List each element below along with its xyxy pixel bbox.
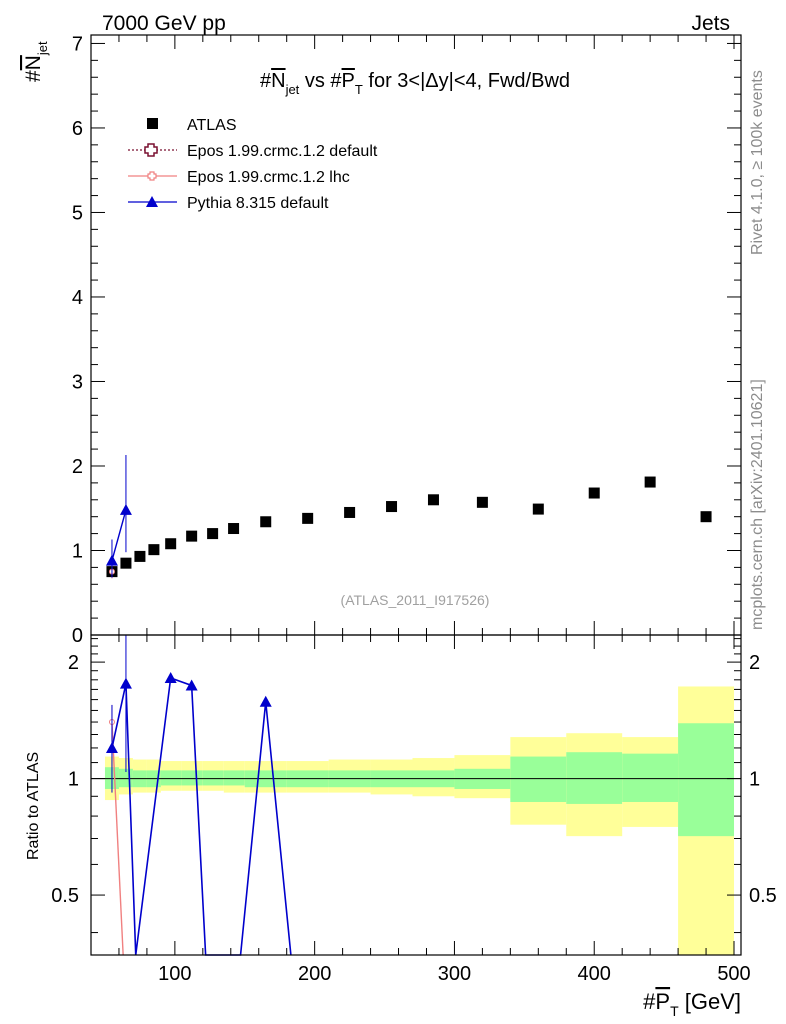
legend-marker-atlas <box>147 118 158 129</box>
ratio-band-inner <box>223 770 245 786</box>
main-title: #Njet vs #PT for 3<|Δy|<4, Fwd/Bwd <box>260 70 570 97</box>
ratio-band-inner <box>678 723 735 837</box>
legend-label-epos-default: Epos 1.99.crmc.1.2 default <box>187 143 378 160</box>
x-tick-label: 300 <box>438 963 471 985</box>
ylabel-n-sub: jet <box>35 41 50 56</box>
main-y-tick-label: 0 <box>72 625 83 647</box>
ratio-y-ticks: 0.5 0.5 1 1 2 2 <box>51 638 777 934</box>
ratio-band-inner <box>202 770 224 786</box>
atlas-point <box>228 523 240 535</box>
title-mid: vs # <box>299 70 342 92</box>
ratio-series <box>105 635 292 956</box>
pythia-point <box>119 503 132 515</box>
legend-marker-pythia <box>146 196 158 207</box>
legend-label-pythia: Pythia 8.315 default <box>187 195 329 212</box>
ratio-y-tick-label-left: 2 <box>68 652 79 674</box>
atlas-point <box>302 512 314 524</box>
pythia-ratio-point <box>105 741 118 753</box>
x-tick-label: 200 <box>298 963 331 985</box>
atlas-point <box>148 544 160 556</box>
main-series <box>105 455 712 579</box>
ratio-y-tick-label-left: 0.5 <box>51 885 79 907</box>
xlabel-post: [GeV] <box>679 989 741 1014</box>
atlas-point <box>165 538 177 550</box>
title-p-sub: T <box>355 82 363 97</box>
title-hash-1: # <box>260 70 272 92</box>
atlas-point <box>134 550 146 562</box>
side-text-bottom: mcplots.cern.ch [arXiv:2401.10621] <box>749 379 766 630</box>
main-y-tick-label: 3 <box>72 371 83 393</box>
main-y-label: #Njet <box>22 41 50 82</box>
atlas-point <box>427 494 439 506</box>
atlas-point <box>386 501 398 513</box>
side-text-top: Rivet 4.1.0, ≥ 100k events <box>749 70 766 255</box>
ratio-band-inner <box>160 770 182 786</box>
main-x-ticks <box>90 35 735 635</box>
ratio-panel: 0.5 0.5 1 1 2 2 100 200 300 400 500 Ratio to ATLA… <box>25 634 777 1019</box>
atlas-point <box>700 511 712 523</box>
title-n: N <box>271 70 285 92</box>
main-y-tick-label: 5 <box>72 202 83 224</box>
ratio-panel-frame <box>90 634 742 956</box>
atlas-point <box>476 496 488 508</box>
main-y-ticks: 0 1 2 3 4 5 6 7 <box>72 33 741 647</box>
ylabel-hash: # <box>22 70 45 82</box>
xlabel-p: P <box>655 989 670 1014</box>
ratio-y-label: Ratio to ATLAS <box>25 752 42 860</box>
x-axis-label: #PT [GeV] <box>643 989 741 1019</box>
main-y-tick-label: 2 <box>72 456 83 478</box>
pythia-main-line <box>111 509 127 561</box>
atlas-point <box>532 503 544 515</box>
ratio-y-tick-label-left: 1 <box>68 769 79 791</box>
legend-marker-epos-lhc <box>147 171 157 181</box>
x-tick-label: 100 <box>158 963 191 985</box>
title-n-sub: jet <box>285 82 300 97</box>
pythia-ratio-point <box>259 695 272 707</box>
watermark: (ATLAS_2011_I917526) <box>341 592 490 608</box>
ratio-band-inner <box>181 770 203 786</box>
x-tick-label: 400 <box>578 963 611 985</box>
ratio-bands <box>104 686 735 955</box>
atlas-point <box>644 476 656 488</box>
ratio-y-tick-label-right: 1 <box>749 769 760 791</box>
atlas-point <box>186 530 198 542</box>
main-y-tick-label: 6 <box>72 118 83 140</box>
x-tick-label: 500 <box>717 963 750 985</box>
ratio-band-inner <box>566 752 623 804</box>
atlas-point <box>344 506 356 518</box>
xlabel-p-sub: T <box>670 1003 679 1019</box>
legend: ATLAS Epos 1.99.crmc.1.2 default Epos 1.… <box>128 117 378 212</box>
ratio-band-inner <box>510 756 567 802</box>
header-right: Jets <box>691 12 730 35</box>
legend-label-atlas: ATLAS <box>187 117 237 134</box>
atlas-point <box>120 557 132 569</box>
header-left: 7000 GeV pp <box>102 12 226 35</box>
pythia-ratio-line <box>111 676 292 956</box>
pythia-ratio-point <box>164 671 177 683</box>
ratio-band-inner <box>622 753 679 802</box>
legend-marker-epos-default <box>144 143 158 157</box>
ratio-x-ticks: 100 200 300 400 500 <box>90 635 751 985</box>
epos-lhc-ratio-line <box>111 722 124 956</box>
atlas-point <box>588 487 600 499</box>
pythia-point <box>105 554 118 566</box>
ylabel-n: N <box>22 55 45 70</box>
ratio-y-tick-label-right: 0.5 <box>749 885 777 907</box>
title-p: P <box>342 70 355 92</box>
main-y-tick-label: 4 <box>72 287 83 309</box>
xlabel-hash: # <box>643 989 656 1014</box>
ratio-y-tick-label-right: 2 <box>749 652 760 674</box>
pythia-ratio-point <box>185 679 198 691</box>
main-y-tick-label: 1 <box>72 540 83 562</box>
atlas-point <box>260 516 272 528</box>
pythia-ratio-point <box>119 677 132 689</box>
main-y-tick-label: 7 <box>72 33 83 55</box>
atlas-point <box>207 528 219 540</box>
legend-label-epos-lhc: Epos 1.99.crmc.1.2 lhc <box>187 169 350 186</box>
title-post: for 3<|Δy|<4, Fwd/Bwd <box>363 70 570 92</box>
